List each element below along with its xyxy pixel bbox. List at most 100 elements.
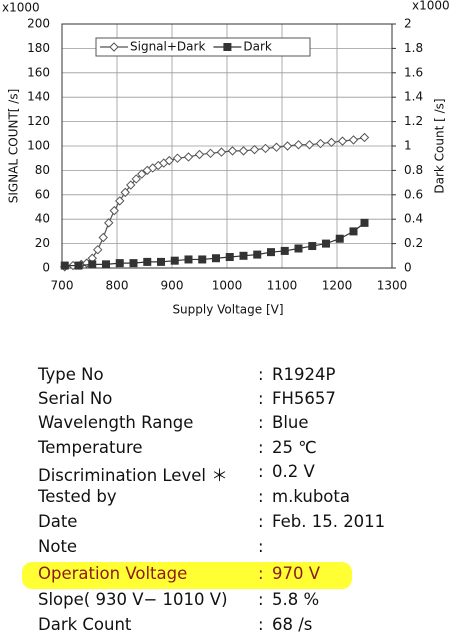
separator: : [258,590,264,609]
legend-box [95,37,311,57]
diamond-marker [137,169,147,179]
diamond-marker [227,146,238,156]
y2-axis-label: Dark Count [ /s] [433,98,447,193]
separator: : [258,487,264,506]
row-label: Dark Count [38,615,132,634]
table-row: Date: Feb. 15. 2011 [0,512,454,536]
row-value: R1924P [272,365,336,384]
row-value: FH5657 [272,389,336,408]
square-marker [184,255,193,264]
y2-tick-label: 1.4 [404,90,423,104]
square-marker [322,239,330,248]
y2-multiplier: x1000 [412,0,450,13]
table-row: Serial No: FH5657 [0,389,454,413]
table-row: Slope( 930 V− 1010 V):5.8 % [0,590,454,614]
separator: : [258,389,264,408]
diamond-marker [164,155,174,166]
y-tick-label: 180 [27,41,50,55]
row-label: Wavelength Range [38,413,194,432]
y2-tick-label: 1.2 [404,114,423,128]
y2-tick-label: 0.6 [404,187,423,201]
square-marker [88,260,97,269]
plot-frame [61,23,393,269]
diamond-marker [93,244,103,255]
row-label: Operation Voltage [38,564,188,583]
square-marker [225,253,234,262]
square-marker [280,246,289,255]
y2-tick-label: 2 [404,17,412,31]
row-label: Date [38,512,78,531]
separator: : [258,365,264,384]
diamond-marker [348,135,359,145]
separator: : [258,462,264,481]
y2-tick-label: 0 [404,261,412,275]
row-value: Blue [272,413,309,432]
square-marker [102,260,110,269]
diamond-marker [98,232,108,243]
diamond-marker [282,141,293,151]
row-value: m.kubota [272,487,350,506]
x-axis-label: Supply Voltage [V] [172,303,283,317]
separator: : [258,413,264,432]
diamond-marker [337,136,348,146]
y-tick-label: 40 [35,212,50,226]
square-marker [223,43,232,51]
y-tick-label: 200 [27,17,50,31]
x-tick-label: 700 [51,279,74,293]
diamond-marker [172,153,183,163]
row-label: Discrimination Level ＊ [38,466,228,485]
square-marker [212,254,220,263]
x-tick-label: 1100 [267,279,298,293]
y-tick-label: 120 [27,114,50,128]
row-label: Note [38,537,78,556]
table-row: Type No: R1924P [0,365,454,389]
row-label: Slope( 930 V− 1010 V) [38,590,228,609]
square-marker [308,242,317,251]
row-value: Feb. 15. 2011 [272,512,386,531]
diamond-marker [109,205,119,216]
row-value: 970 V [272,564,321,583]
diamond-marker [109,42,119,52]
diamond-marker [260,143,271,154]
diamond-marker [315,138,326,149]
square-marker [143,257,152,266]
diamond-marker [238,146,249,156]
diamond-marker [120,187,130,198]
square-marker [253,250,262,259]
row-value: 5.8 % [272,590,320,609]
diamond-marker [131,174,141,184]
row-label: Serial No [38,389,113,408]
table-row: Dark Count:68 /s [0,615,454,639]
y-tick-label: 60 [35,187,50,201]
table-row: Temperature:25 ℃ [0,438,454,462]
table-row: Note: [0,537,454,561]
y-tick-label: 80 [35,163,50,177]
square-marker [74,261,83,270]
x-tick-label: 1200 [322,279,353,293]
diamond-marker [183,152,194,162]
table-row: Tested by: m.kubota [0,487,454,511]
y-multiplier: x1000 [2,1,40,15]
y2-tick-label: 1.8 [404,41,423,55]
square-marker [335,234,344,243]
diamond-marker [293,140,304,150]
diamond-marker [359,132,370,143]
square-marker [349,227,358,236]
y-tick-label: 0 [42,261,50,275]
square-marker [267,248,275,257]
diamond-marker [271,142,282,152]
separator: : [258,537,264,556]
legend-label: Dark [243,40,272,54]
x-tick-label: 800 [106,279,129,293]
square-marker [239,251,248,260]
chart: x1000 x1000 SIGNAL COUNT[ /s] Dark Count… [2,0,450,317]
x-tick-label: 1300 [377,279,408,293]
y2-tick-label: 0.8 [404,163,423,177]
square-marker [157,257,165,266]
square-marker [115,259,124,268]
legend-label: Signal+Dark [130,40,205,54]
square-marker [60,261,69,270]
y-tick-label: 100 [27,139,50,153]
separator: : [258,438,264,457]
